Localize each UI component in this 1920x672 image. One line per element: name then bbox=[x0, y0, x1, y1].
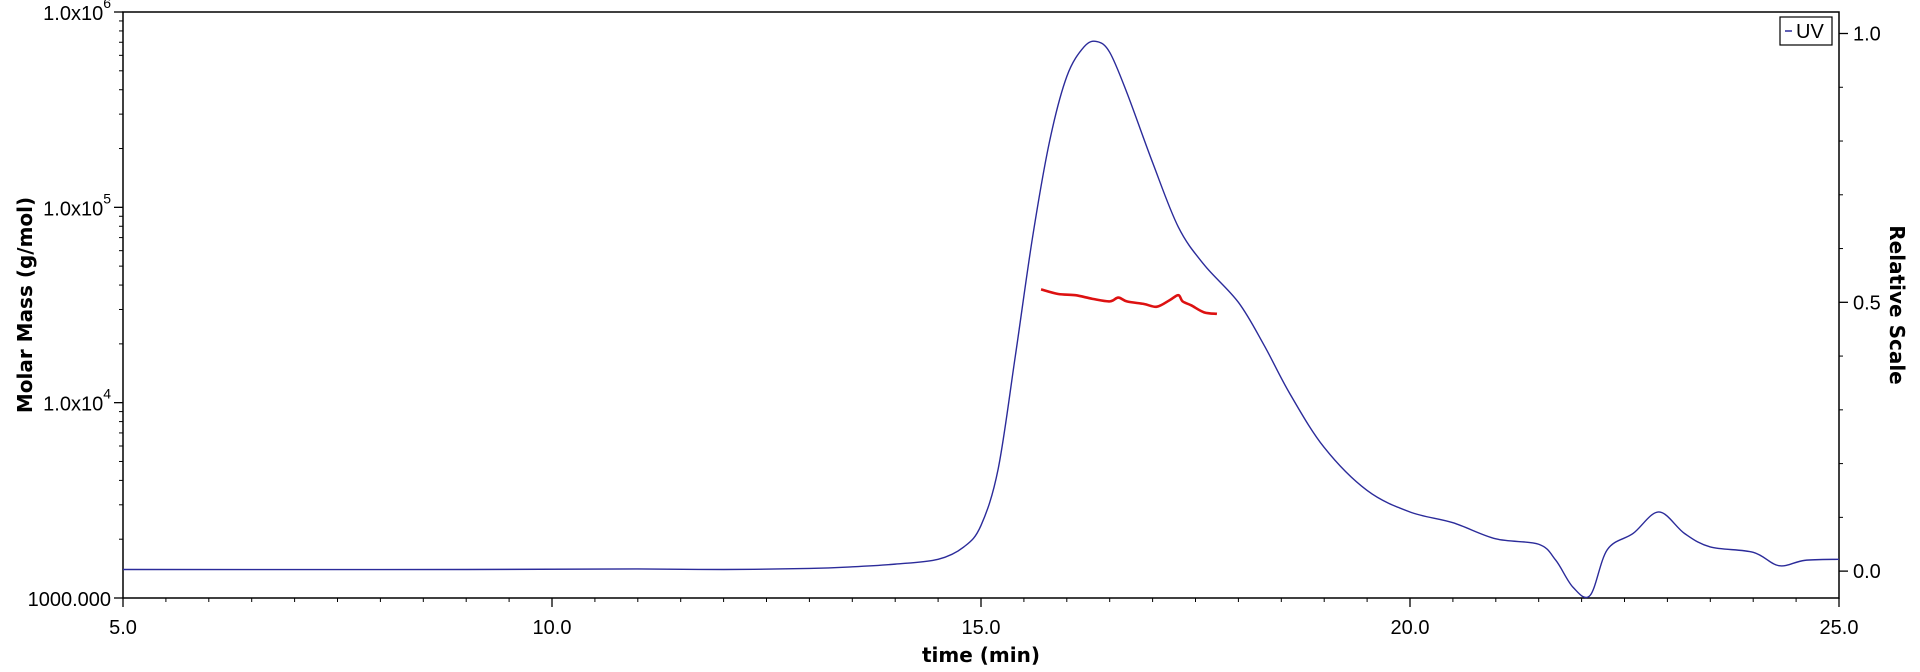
x-axis-title: time (min) bbox=[922, 643, 1040, 667]
y-left-tick-label: 1.0x105 bbox=[43, 190, 111, 220]
x-tick-label: 5.0 bbox=[109, 617, 137, 639]
x-tick-label: 25.0 bbox=[1820, 617, 1859, 639]
left-axis-ticks: 1000.000 1.0x104 1.0x105 1.0x106 bbox=[28, 0, 123, 611]
x-tick-label: 15.0 bbox=[962, 617, 1001, 639]
y-left-tick-label: 1.0x106 bbox=[43, 0, 111, 25]
y-right-tick-label: 0.0 bbox=[1853, 561, 1881, 583]
y-right-tick-label: 0.5 bbox=[1853, 292, 1881, 314]
y-left-tick-label: 1.0x104 bbox=[43, 386, 111, 416]
legend-box bbox=[1779, 16, 1833, 46]
legend-uv-label: UV bbox=[1796, 21, 1824, 43]
right-axis-ticks: 0.0 0.5 1.0 bbox=[1839, 24, 1881, 583]
x-tick-label: 10.0 bbox=[533, 617, 572, 639]
y-right-tick-label: 1.0 bbox=[1853, 24, 1881, 46]
series-layer bbox=[122, 40, 1840, 599]
y-left-tick-label: 1000.000 bbox=[28, 589, 111, 611]
x-axis-ticks: 5.0 10.0 15.0 20.0 25.0 bbox=[109, 598, 1858, 639]
x-tick-label: 20.0 bbox=[1391, 617, 1430, 639]
left-axis-title: Molar Mass (g/mol) bbox=[13, 197, 37, 413]
plot-frame bbox=[122, 11, 1840, 599]
legend: UV bbox=[1779, 16, 1833, 46]
uv-series-line bbox=[122, 40, 1840, 599]
molar-mass-series-line bbox=[1040, 288, 1218, 316]
right-axis-title: Relative Scale bbox=[1885, 225, 1909, 384]
